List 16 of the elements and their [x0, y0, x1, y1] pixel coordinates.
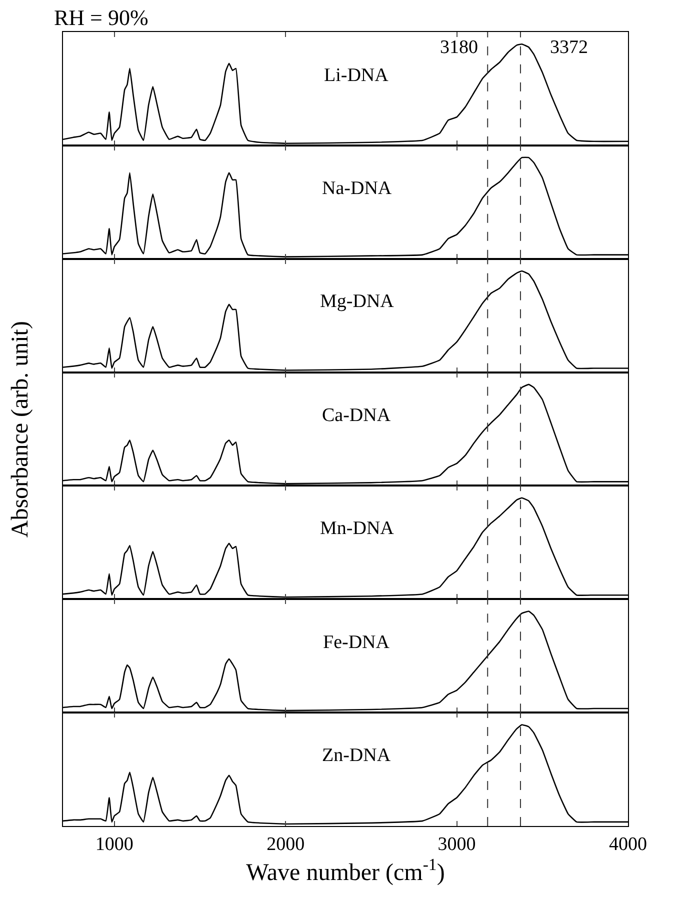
x-axis-title: Wave number (cm$^{-1}$) [246, 854, 445, 886]
chart-title: RH = 90% [54, 5, 148, 30]
text: Mg-DNA [320, 291, 394, 312]
text: Zn-DNA [322, 745, 391, 766]
x-tick-label: 4000 [609, 834, 647, 855]
text: Mn-DNA [320, 518, 394, 539]
text: Na-DNA [322, 178, 392, 199]
x-tick-label: 3000 [438, 834, 476, 855]
x-tick-label: 2000 [266, 834, 305, 855]
ref-line-label: 3180 [440, 37, 478, 58]
text: Ca-DNA [322, 405, 391, 426]
text: Fe-DNA [323, 632, 390, 653]
y-axis-title: Absorbance (arb. unit) [8, 321, 34, 538]
x-tick-label: 1000 [95, 834, 134, 855]
ref-line-label: 3372 [550, 37, 588, 58]
text: Li-DNA [324, 65, 389, 86]
